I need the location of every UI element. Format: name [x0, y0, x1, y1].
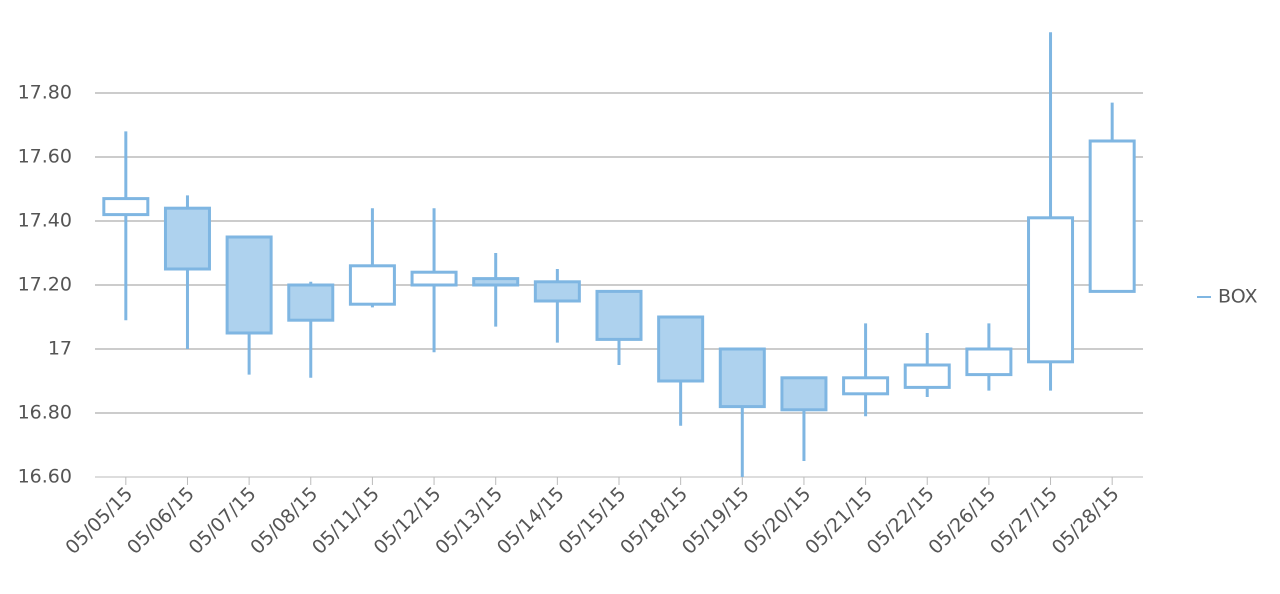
y-tick-label: 17.20 [18, 274, 72, 296]
x-tick-label: 05/28/15 [1048, 483, 1124, 559]
candle-body [657, 315, 705, 383]
legend-label: BOX [1218, 286, 1257, 308]
y-tick-label: 17.40 [18, 210, 72, 232]
y-tick-label: 17.80 [18, 82, 72, 104]
candle-body [102, 197, 150, 217]
y-tick-label: 16.80 [18, 402, 72, 424]
candle-body [595, 289, 643, 341]
candle-body [410, 270, 458, 287]
candle-body [842, 376, 890, 396]
candle-body [965, 347, 1013, 377]
y-tick-label: 17.60 [18, 146, 72, 168]
candle-body [163, 206, 211, 271]
candle-body [225, 235, 273, 335]
candle-body [903, 363, 951, 389]
candle-body [1027, 216, 1075, 364]
y-tick-label: 17 [48, 338, 72, 360]
y-tick-label: 16.60 [18, 466, 72, 488]
candle-body [287, 283, 335, 322]
candle-body [718, 347, 766, 409]
candle-body [348, 264, 396, 306]
candle-body [780, 376, 828, 412]
candle-body [533, 280, 581, 303]
candle-body [1088, 139, 1136, 293]
candle-body [472, 277, 520, 287]
